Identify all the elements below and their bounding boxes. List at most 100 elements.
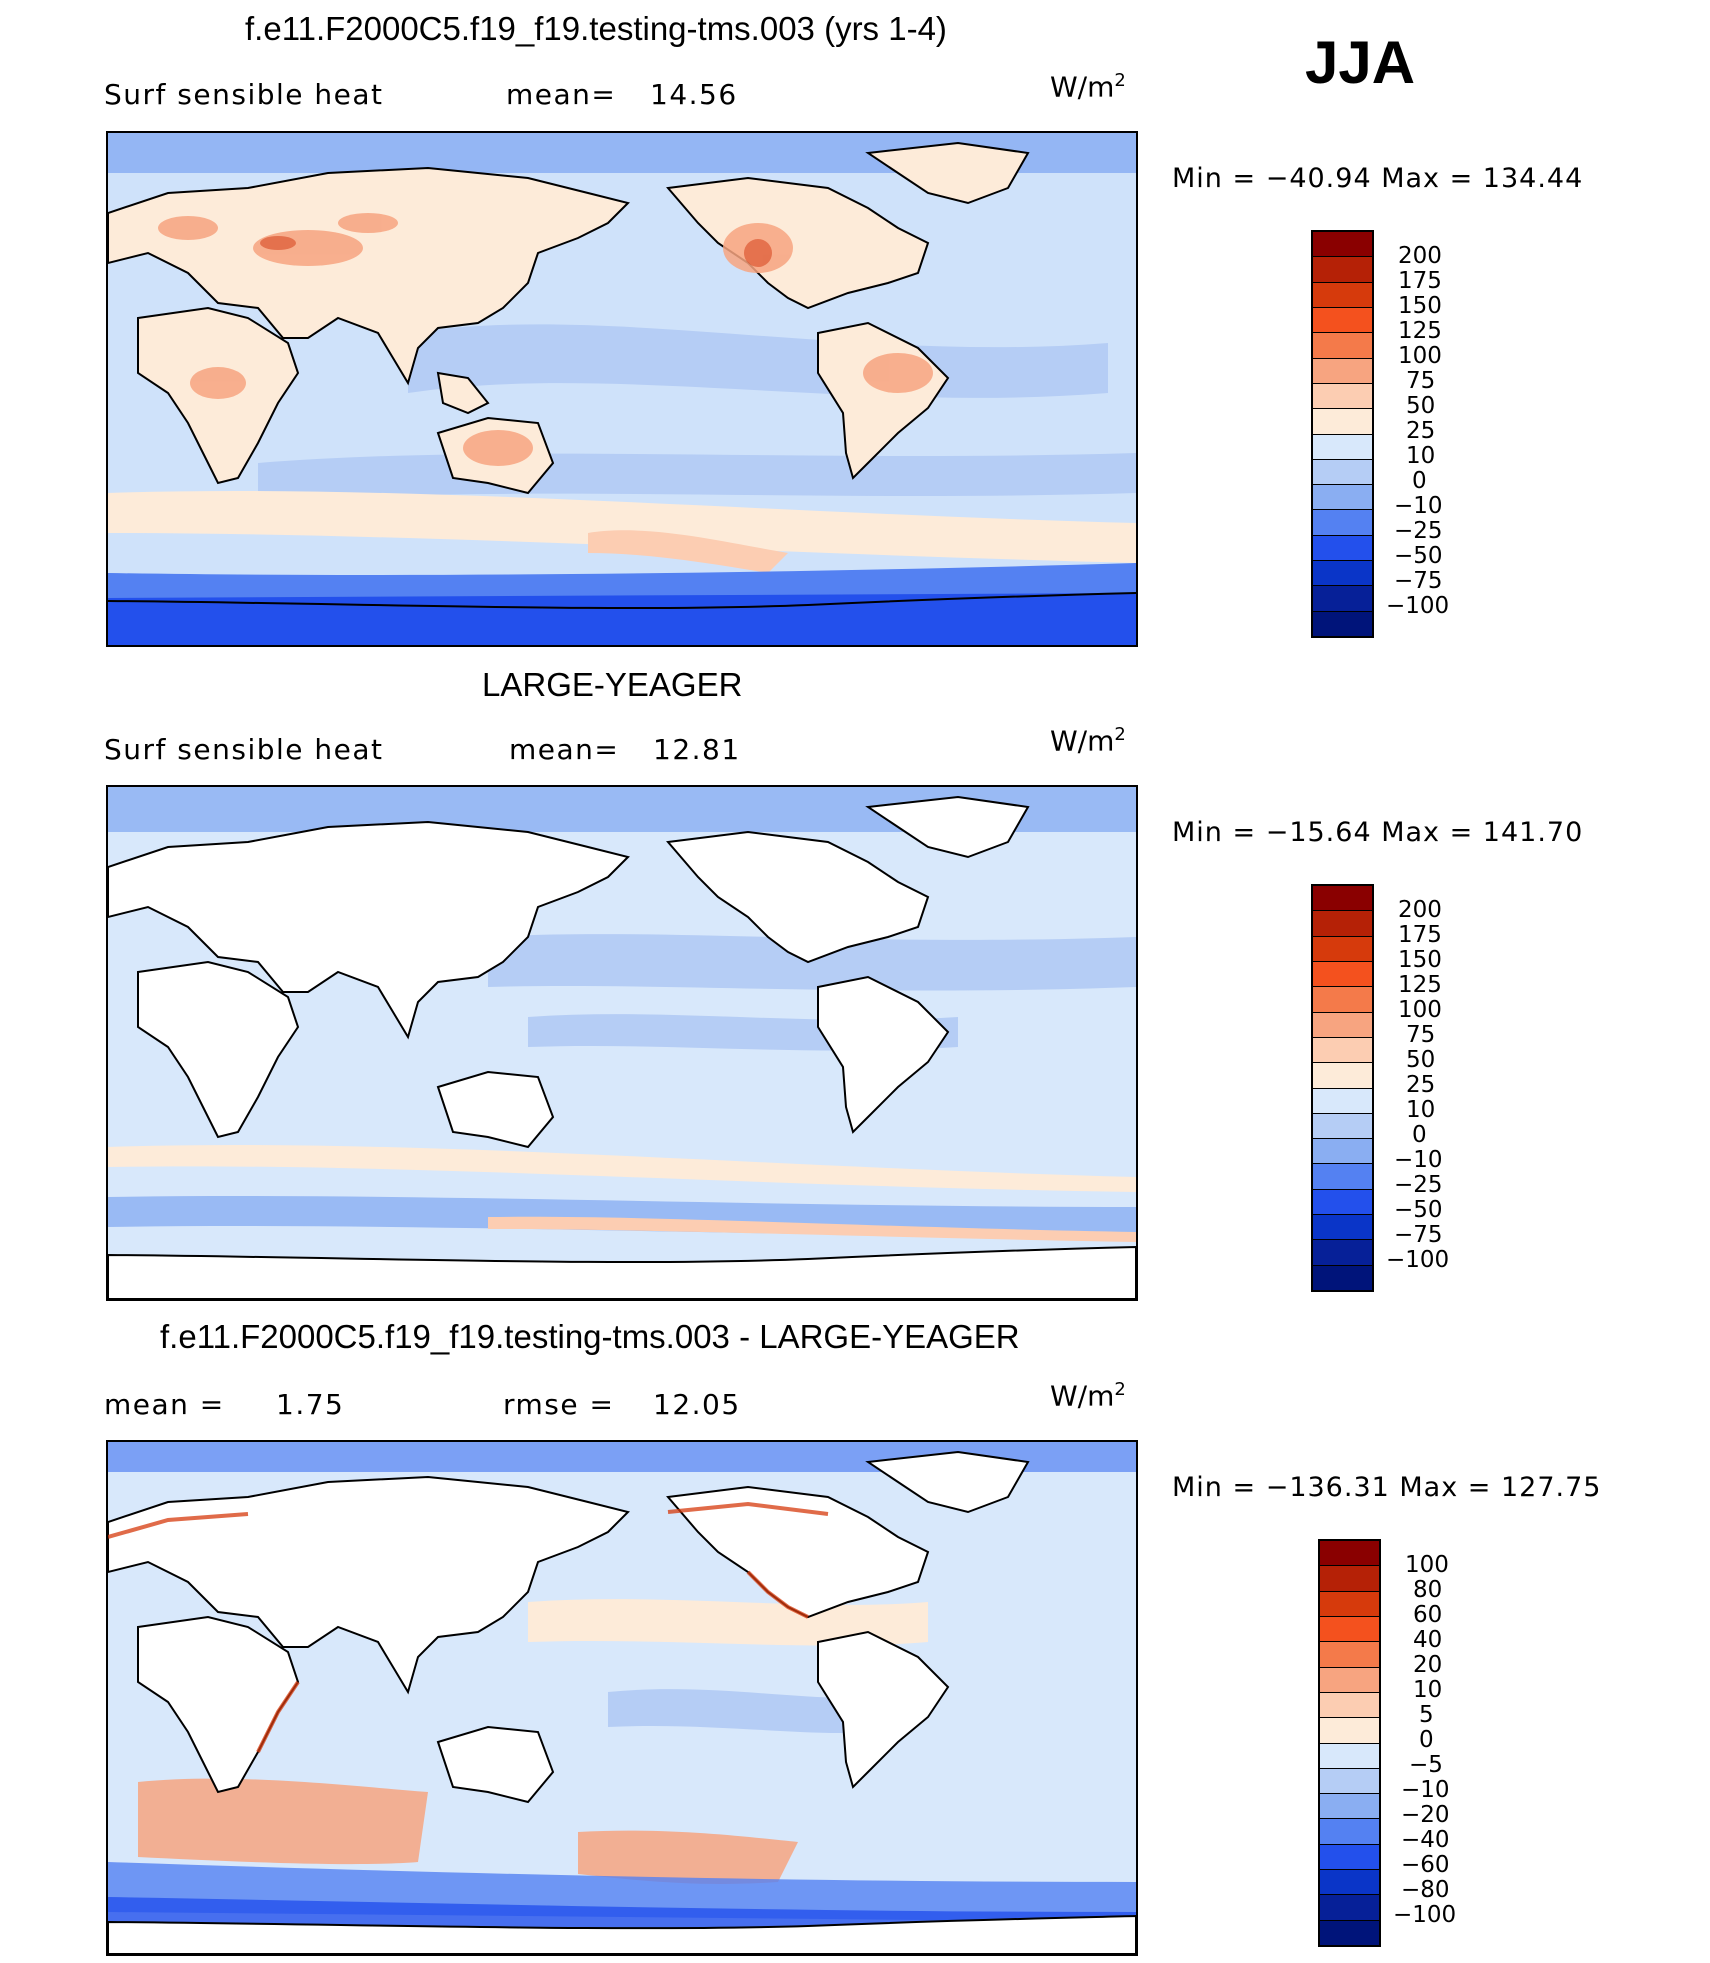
colorbar-label: −100 bbox=[1386, 593, 1450, 619]
panel3-rmse-label: rmse = bbox=[503, 1388, 615, 1421]
panel2-map bbox=[106, 785, 1138, 1301]
colorbar-label: 125 bbox=[1398, 972, 1442, 998]
colorbar-label: −5 bbox=[1409, 1752, 1443, 1778]
panel3-units: W/m2 bbox=[1050, 1379, 1126, 1413]
colorbar-swatch bbox=[1320, 1919, 1379, 1945]
colorbar-swatch bbox=[1320, 1717, 1379, 1743]
colorbar-swatch bbox=[1313, 484, 1372, 510]
colorbar-swatch bbox=[1313, 256, 1372, 282]
colorbar-label: −10 bbox=[1401, 1777, 1450, 1803]
colorbar-swatch bbox=[1313, 986, 1372, 1012]
colorbar-swatch bbox=[1313, 408, 1372, 434]
panel2-mean-label: mean= bbox=[509, 733, 620, 766]
colorbar-swatch bbox=[1320, 1615, 1379, 1642]
colorbar-swatch bbox=[1313, 1112, 1372, 1139]
panel3-mean-label: mean = bbox=[104, 1388, 225, 1421]
panel3-minmax: Min = −136.31 Max = 127.75 bbox=[1172, 1472, 1602, 1503]
colorbar-label: 75 bbox=[1406, 368, 1436, 394]
colorbar-label: 175 bbox=[1398, 922, 1442, 948]
colorbar-swatch bbox=[1320, 1666, 1379, 1692]
panel3-rmse-value: 12.05 bbox=[653, 1388, 741, 1421]
panel2-variable: Surf sensible heat bbox=[104, 733, 384, 766]
colorbar-label: 0 bbox=[1412, 468, 1427, 494]
colorbar-swatch bbox=[1313, 1062, 1372, 1088]
panel2-minmax: Min = −15.64 Max = 141.70 bbox=[1172, 817, 1584, 848]
colorbar-swatch bbox=[1320, 1843, 1379, 1870]
colorbar-label: 0 bbox=[1419, 1727, 1434, 1753]
colorbar-label: −10 bbox=[1394, 493, 1443, 519]
colorbar-label: −10 bbox=[1394, 1147, 1443, 1173]
colorbar-label: 5 bbox=[1419, 1702, 1434, 1728]
panel2-units: W/m2 bbox=[1050, 724, 1126, 758]
colorbar-swatch bbox=[1313, 458, 1372, 485]
colorbar-label: −25 bbox=[1394, 1172, 1443, 1198]
colorbar-label: 75 bbox=[1406, 1022, 1436, 1048]
colorbar-label: −40 bbox=[1401, 1827, 1450, 1853]
colorbar-swatch bbox=[1320, 1641, 1379, 1667]
colorbar-swatch bbox=[1313, 1138, 1372, 1164]
panel1-colorbar-labels: 200 175 150 125 100 75 50 25 10 0 −10 −2… bbox=[1386, 243, 1490, 623]
colorbar-swatch bbox=[1313, 1264, 1372, 1290]
colorbar-swatch bbox=[1320, 1590, 1379, 1616]
colorbar-swatch bbox=[1313, 1214, 1372, 1240]
colorbar-label: −75 bbox=[1394, 568, 1443, 594]
colorbar-swatch bbox=[1313, 232, 1372, 257]
colorbar-label: 20 bbox=[1413, 1652, 1443, 1678]
colorbar-label: 100 bbox=[1398, 343, 1442, 369]
colorbar-label: 10 bbox=[1406, 443, 1436, 469]
colorbar-label: 175 bbox=[1398, 268, 1442, 294]
colorbar-swatch bbox=[1313, 1011, 1372, 1037]
panel1-title: f.e11.F2000C5.f19_f19.testing-tms.003 (y… bbox=[245, 10, 947, 47]
colorbar-label: 10 bbox=[1413, 1677, 1443, 1703]
colorbar-swatch bbox=[1313, 935, 1372, 961]
colorbar-label: 150 bbox=[1398, 947, 1442, 973]
colorbar-label: 80 bbox=[1413, 1577, 1443, 1603]
panel1-variable: Surf sensible heat bbox=[104, 78, 384, 111]
colorbar-label: −100 bbox=[1386, 1247, 1450, 1273]
colorbar-label: −20 bbox=[1401, 1802, 1450, 1828]
colorbar-label: −60 bbox=[1401, 1852, 1450, 1878]
colorbar-label: 0 bbox=[1412, 1122, 1427, 1148]
colorbar-swatch bbox=[1313, 306, 1372, 333]
colorbar-label: 50 bbox=[1406, 1047, 1436, 1073]
colorbar-label: −50 bbox=[1394, 543, 1443, 569]
colorbar-swatch bbox=[1313, 534, 1372, 561]
colorbar-swatch bbox=[1313, 960, 1372, 987]
panel1-map bbox=[106, 131, 1138, 647]
colorbar-swatch bbox=[1313, 357, 1372, 383]
colorbar-label: 125 bbox=[1398, 318, 1442, 344]
panel2-colorbar-labels: 200 175 150 125 100 75 50 25 10 0 −10 −2… bbox=[1386, 897, 1490, 1277]
colorbar-swatch bbox=[1313, 509, 1372, 535]
colorbar-label: −100 bbox=[1393, 1902, 1457, 1928]
colorbar-swatch bbox=[1313, 560, 1372, 586]
panel1-mean-label: mean= bbox=[506, 78, 617, 111]
colorbar-label: −80 bbox=[1401, 1877, 1450, 1903]
panel2-title: LARGE-YEAGER bbox=[482, 666, 743, 703]
colorbar-swatch bbox=[1313, 1163, 1372, 1189]
colorbar-swatch bbox=[1320, 1691, 1379, 1718]
colorbar-swatch bbox=[1320, 1565, 1379, 1591]
colorbar-label: 25 bbox=[1406, 418, 1436, 444]
colorbar-swatch bbox=[1313, 281, 1372, 307]
colorbar-label: 200 bbox=[1398, 897, 1442, 923]
colorbar-label: 50 bbox=[1406, 393, 1436, 419]
colorbar-label: 200 bbox=[1398, 243, 1442, 269]
colorbar-label: 100 bbox=[1405, 1552, 1449, 1578]
colorbar-label: 10 bbox=[1406, 1097, 1436, 1123]
panel2-colorbar bbox=[1311, 884, 1374, 1292]
colorbar-label: −25 bbox=[1394, 518, 1443, 544]
colorbar-label: 150 bbox=[1398, 293, 1442, 319]
colorbar-swatch bbox=[1313, 1239, 1372, 1265]
panel3-colorbar bbox=[1318, 1539, 1381, 1947]
season-label: JJA bbox=[1305, 29, 1416, 96]
panel3-map bbox=[106, 1440, 1138, 1956]
panel1-colorbar bbox=[1311, 230, 1374, 638]
panel2-mean-value: 12.81 bbox=[653, 733, 741, 766]
colorbar-swatch bbox=[1313, 886, 1372, 911]
panel1-mean-value: 14.56 bbox=[650, 78, 738, 111]
colorbar-label: 60 bbox=[1413, 1602, 1443, 1628]
colorbar-swatch bbox=[1313, 382, 1372, 409]
colorbar-swatch bbox=[1313, 433, 1372, 459]
panel1-minmax: Min = −40.94 Max = 134.44 bbox=[1172, 163, 1584, 194]
colorbar-swatch bbox=[1320, 1894, 1379, 1920]
